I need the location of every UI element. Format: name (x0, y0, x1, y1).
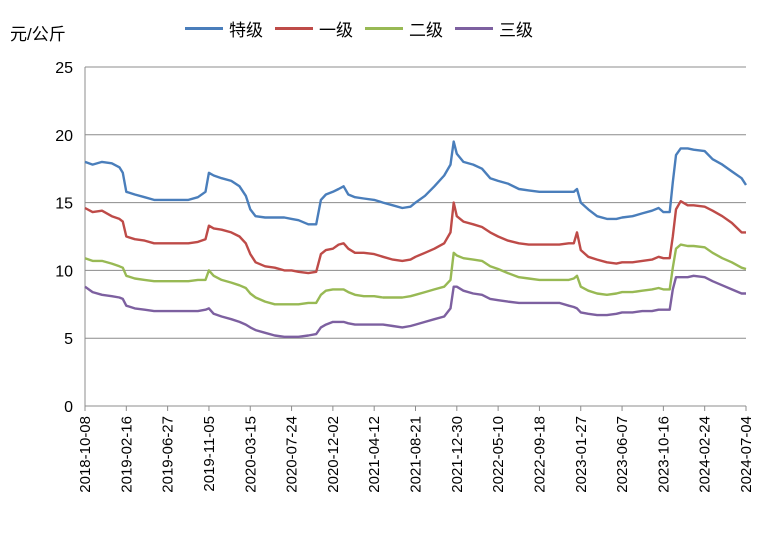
legend-label: 二级 (409, 20, 443, 40)
x-tick-label: 2018-10-08 (77, 416, 94, 493)
y-tick-label: 25 (55, 60, 73, 77)
legend-swatch (365, 26, 403, 30)
x-tick-label: 2019-02-16 (118, 416, 135, 493)
legend: 特级 一级 二级 三级 (185, 16, 545, 40)
legend-label: 三级 (499, 20, 533, 40)
legend-item-4: 三级 (455, 16, 533, 41)
legend-swatch (185, 26, 223, 30)
x-tick-label: 2020-12-02 (325, 416, 342, 493)
x-tick-label: 2021-12-30 (449, 416, 466, 493)
x-tick-label: 2022-05-10 (490, 416, 507, 493)
x-tick-label: 2024-02-24 (697, 416, 714, 493)
x-tick-label: 2020-07-24 (284, 416, 301, 493)
legend-item-3: 二级 (365, 16, 443, 41)
series-line-3 (84, 243, 747, 306)
x-tick-label: 2020-03-15 (242, 416, 259, 493)
x-tick-label: 2023-01-27 (573, 416, 590, 493)
legend-item-2: 一级 (275, 16, 353, 41)
x-tick-label: 2019-06-27 (160, 416, 177, 493)
legend-swatch (275, 26, 313, 30)
x-tick-label: 2021-04-12 (366, 416, 383, 493)
x-tick-label: 2024-07-04 (738, 416, 755, 493)
y-tick-label: 15 (55, 196, 73, 213)
legend-label: 特级 (229, 20, 263, 40)
x-tick-label: 2022-09-18 (531, 416, 548, 493)
y-tick-label: 0 (64, 399, 73, 416)
y-tick-label: 10 (55, 263, 73, 280)
y-tick-label: 20 (55, 128, 73, 145)
x-tick-label: 2023-10-16 (655, 416, 672, 493)
x-tick-label: 2023-06-07 (614, 416, 631, 493)
y-axis-label: 元/公斤 (10, 25, 66, 44)
series-line-2 (84, 199, 746, 275)
legend-label: 一级 (319, 20, 353, 40)
x-tick-label: 2019-11-05 (201, 416, 218, 492)
x-tick-label: 2021-08-21 (408, 416, 425, 493)
legend-swatch (455, 26, 493, 30)
series-line-4 (84, 274, 746, 338)
y-tick-label: 5 (64, 331, 73, 348)
series-line-1 (84, 140, 748, 226)
legend-item-1: 特级 (185, 16, 263, 41)
